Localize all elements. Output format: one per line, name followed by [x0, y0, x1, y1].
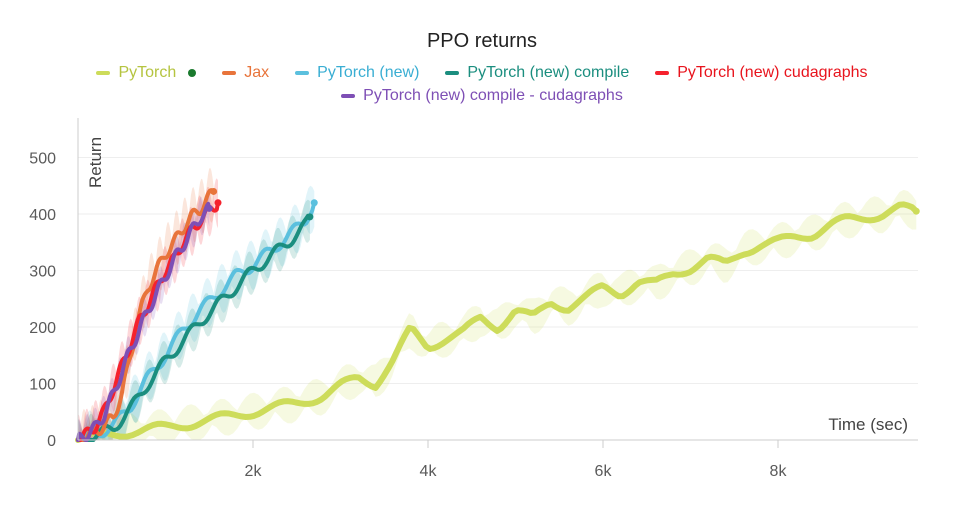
y-tick-label: 0 — [47, 433, 56, 450]
series-endpoint — [912, 207, 920, 215]
legend-row-2: PyTorch (new) compile - cudagraphs — [0, 87, 964, 105]
legend-label-pytorch-new-compile-cudagraphs: PyTorch (new) compile - cudagraphs — [363, 87, 623, 104]
axes: 0 100 200 300 400 500 2k 4k 6k 8k — [29, 118, 918, 480]
series-line[interactable] — [76, 188, 216, 442]
series-line[interactable] — [76, 213, 312, 442]
y-axis-title: Return — [86, 137, 105, 188]
legend-swatch-pytorch-new — [295, 71, 310, 75]
y-tick-label: 200 — [29, 320, 56, 337]
legend-label-jax: Jax — [244, 64, 270, 81]
y-tick-label: 400 — [29, 207, 56, 224]
x-tick-label: 2k — [245, 463, 263, 480]
series-endpoint — [310, 199, 318, 207]
legend-item-pytorch-new-compile-cudagraphs[interactable]: PyTorch (new) compile - cudagraphs — [341, 87, 623, 105]
legend-item-jax[interactable]: Jax — [222, 64, 269, 82]
legend-label-pytorch-new: PyTorch (new) — [317, 64, 420, 81]
x-axis-title: Time (sec) — [828, 415, 908, 434]
x-tick-label: 4k — [420, 463, 438, 480]
legend-label-pytorch-new-compile: PyTorch (new) compile — [467, 64, 630, 81]
legend-item-pytorch[interactable]: PyTorch — [96, 64, 197, 82]
series-endpoint — [210, 187, 218, 195]
series-endpoint — [205, 204, 213, 212]
chart-title: PPO returns — [426, 30, 538, 52]
legend: PyTorch Jax PyTorch (new) PyTorch (new) … — [0, 64, 964, 82]
x-tick-label: 8k — [770, 463, 788, 480]
legend-item-pytorch-new[interactable]: PyTorch (new) — [295, 64, 419, 82]
series-line[interactable] — [76, 201, 212, 442]
series-band — [78, 185, 315, 440]
series-endpoint — [214, 199, 222, 207]
legend-swatch-pytorch-new-compile-cudagraphs — [341, 94, 356, 98]
series-line[interactable] — [75, 201, 920, 443]
legend-active-dot — [188, 69, 197, 77]
series-band — [78, 167, 214, 440]
legend-item-pytorch-new-cudagraphs[interactable]: PyTorch (new) cudagraphs — [655, 64, 868, 82]
y-tick-label: 100 — [29, 377, 56, 394]
legend-swatch-jax — [222, 71, 237, 75]
series-lines — [75, 187, 920, 443]
legend-swatch-pytorch — [96, 71, 111, 75]
legend-swatch-pytorch-new-compile — [445, 71, 460, 75]
legend-label-pytorch-new-cudagraphs: PyTorch (new) cudagraphs — [677, 64, 868, 81]
x-tick-label: 6k — [595, 463, 613, 480]
series-band — [78, 189, 917, 440]
legend-item-pytorch-new-compile[interactable]: PyTorch (new) compile — [445, 64, 629, 82]
y-tick-label: 500 — [29, 151, 56, 168]
legend-label-pytorch: PyTorch — [118, 64, 177, 81]
series-endpoint — [306, 213, 314, 221]
legend-swatch-pytorch-new-cudagraphs — [655, 71, 670, 75]
y-tick-label: 300 — [29, 264, 56, 281]
